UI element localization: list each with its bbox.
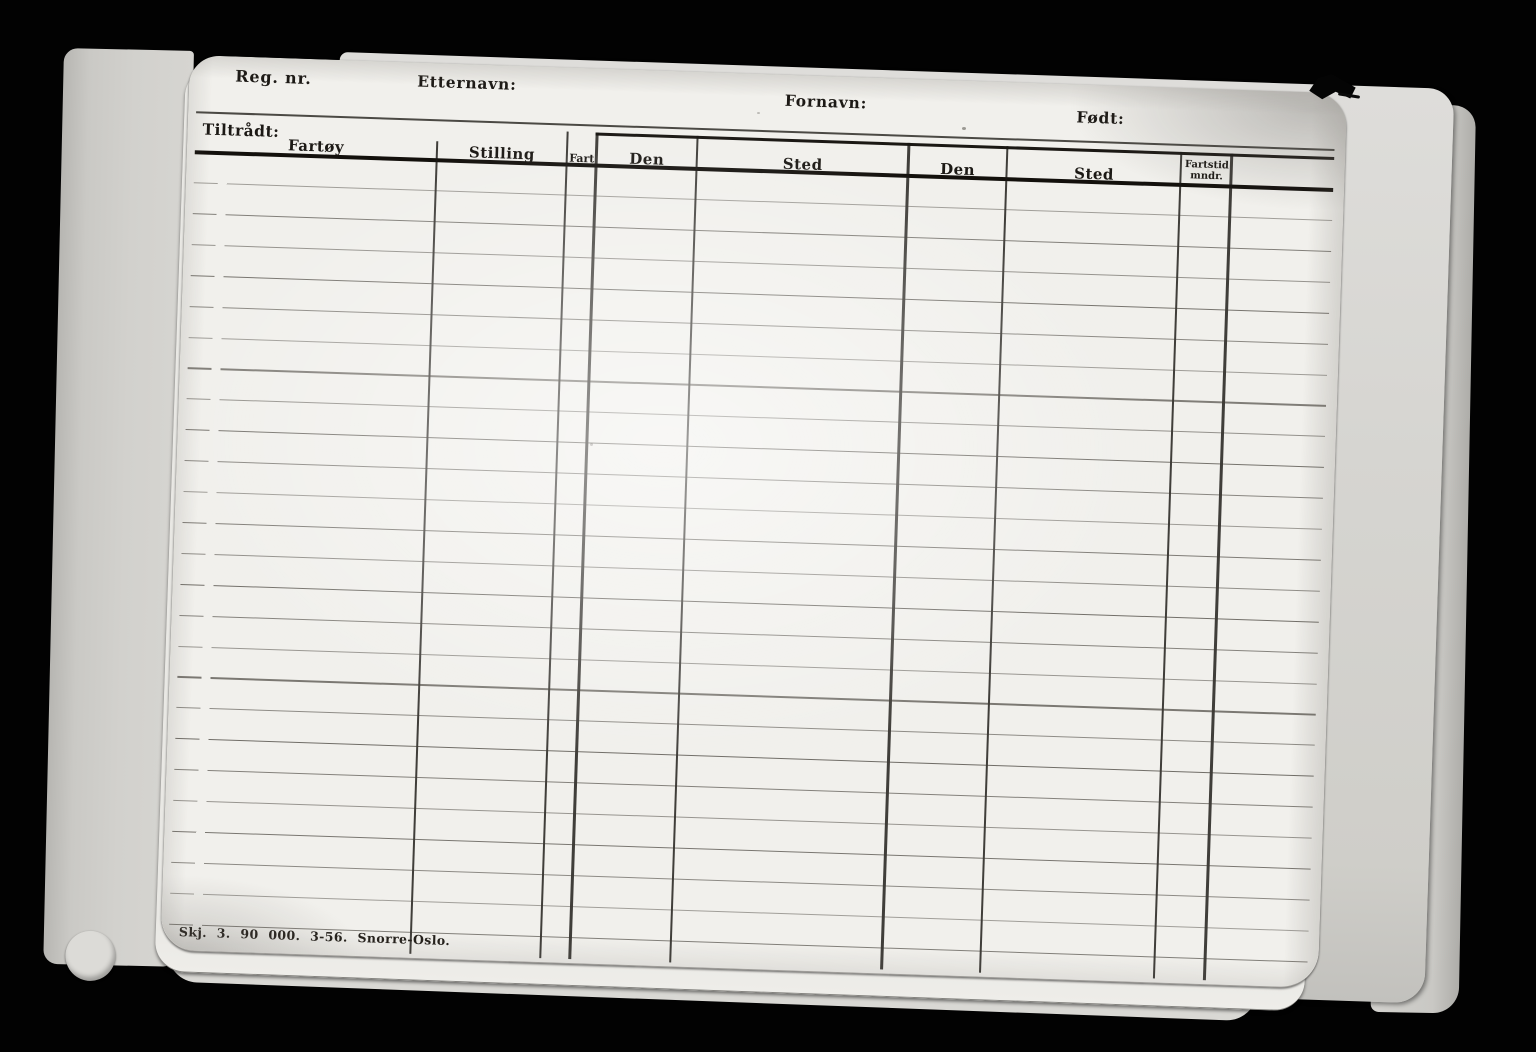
- ruled-line: [171, 861, 1310, 901]
- page-tab-notch: [64, 930, 116, 982]
- ruled-line: [180, 583, 1319, 623]
- ruled-line: [185, 429, 1324, 469]
- ruled-line: [176, 707, 1315, 747]
- column-divider: [409, 141, 439, 954]
- ruled-line: [188, 336, 1328, 376]
- record-card: Reg. nr. Etternavn: Fornavn: Født: Tiltr…: [160, 55, 1348, 989]
- fartstid-line2: mndr.: [1190, 170, 1224, 183]
- dust-speck: [590, 443, 593, 446]
- ruled-line: [182, 521, 1321, 561]
- ruled-line: [178, 645, 1317, 685]
- fornavn-label: Fornavn:: [784, 90, 868, 113]
- column-header-fartstid: Fartstid mndr.: [1179, 159, 1234, 183]
- ruled-line: [179, 614, 1318, 654]
- column-header-den-1: Den: [629, 149, 665, 169]
- ruled-line: [186, 398, 1325, 438]
- ruled-line: [177, 676, 1316, 716]
- dust-speck: [962, 127, 966, 130]
- ruled-line: [172, 830, 1311, 870]
- dust-speck: [757, 112, 760, 114]
- column-header-sted-1: Sted: [782, 154, 823, 175]
- ruled-line: [183, 491, 1322, 530]
- ruled-line: [175, 738, 1314, 778]
- ruled-line: [184, 460, 1323, 500]
- reg-nr-label: Reg. nr.: [235, 66, 312, 89]
- column-header-den-2: Den: [939, 159, 976, 180]
- etternavn-label: Etternavn:: [416, 71, 518, 94]
- ruled-line: [189, 305, 1329, 345]
- ruled-line: [173, 799, 1312, 839]
- ruled-line: [191, 243, 1331, 283]
- ruled-line: [187, 367, 1327, 407]
- ruled-line: [193, 182, 1333, 222]
- ruled-line: [181, 552, 1320, 592]
- fodt-label: Født:: [1076, 107, 1125, 129]
- ruled-line: [174, 768, 1313, 808]
- ruled-rows: [169, 55, 1347, 963]
- ruled-line: [192, 213, 1332, 253]
- ruled-line: [190, 274, 1330, 314]
- ruled-line: [170, 892, 1309, 932]
- column-header-sted-2: Sted: [1073, 164, 1115, 184]
